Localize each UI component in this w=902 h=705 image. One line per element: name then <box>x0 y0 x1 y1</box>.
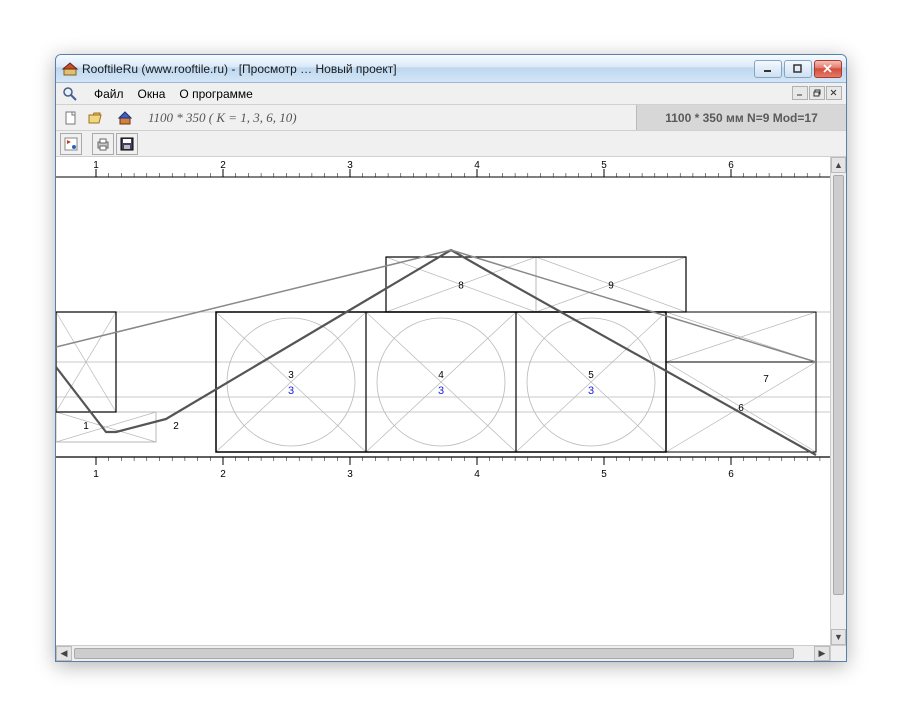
tile-size-label: 1100 * 350 ( K = 1, 3, 6, 10) <box>148 110 297 126</box>
svg-text:8: 8 <box>458 281 464 292</box>
hscroll-thumb[interactable] <box>74 648 794 659</box>
client-area: 123456123456123343536789 ▲ ▼ ◀ ▶ <box>56 157 846 661</box>
svg-text:5: 5 <box>588 370 594 381</box>
svg-text:1: 1 <box>93 160 99 171</box>
menu-about[interactable]: О программе <box>179 87 252 101</box>
svg-text:3: 3 <box>347 160 353 171</box>
svg-text:2: 2 <box>220 469 226 480</box>
menubar: Файл Окна О программе <box>56 83 846 105</box>
vertical-scrollbar[interactable]: ▲ ▼ <box>830 157 846 645</box>
scroll-left-icon[interactable]: ◀ <box>56 646 72 661</box>
scroll-down-icon[interactable]: ▼ <box>831 629 846 645</box>
svg-text:1: 1 <box>83 421 89 432</box>
close-button[interactable] <box>814 60 842 78</box>
horizontal-scrollbar[interactable]: ◀ ▶ <box>56 645 830 661</box>
print-button[interactable] <box>92 133 114 155</box>
mdi-restore-button[interactable] <box>809 86 825 100</box>
toolbar-primary: 1100 * 350 ( K = 1, 3, 6, 10) 1100 * 350… <box>56 105 846 131</box>
svg-text:2: 2 <box>173 421 179 432</box>
scroll-up-icon[interactable]: ▲ <box>831 157 846 173</box>
new-file-button[interactable] <box>60 107 82 129</box>
svg-text:3: 3 <box>588 385 594 397</box>
svg-text:4: 4 <box>438 370 444 381</box>
mdi-minimize-button[interactable] <box>792 86 808 100</box>
maximize-button[interactable] <box>784 60 812 78</box>
mdi-close-button[interactable] <box>826 86 842 100</box>
svg-text:1: 1 <box>93 469 99 480</box>
menu-file[interactable]: Файл <box>94 87 124 101</box>
toolbar-secondary <box>56 131 846 157</box>
svg-text:3: 3 <box>288 385 294 397</box>
svg-text:6: 6 <box>728 469 734 480</box>
svg-text:5: 5 <box>601 469 607 480</box>
titlebar[interactable]: RooftileRu (www.rooftile.ru) - [Просмотр… <box>56 55 846 83</box>
svg-text:3: 3 <box>288 370 294 381</box>
svg-text:4: 4 <box>474 160 480 171</box>
window-title: RooftileRu (www.rooftile.ru) - [Просмотр… <box>82 62 754 76</box>
drawing-canvas[interactable]: 123456123456123343536789 <box>56 157 830 645</box>
tile-info-label: 1100 * 350 мм N=9 Mod=17 <box>636 105 846 130</box>
scroll-right-icon[interactable]: ▶ <box>814 646 830 661</box>
app-icon <box>62 61 78 77</box>
svg-text:3: 3 <box>347 469 353 480</box>
app-window: RooftileRu (www.rooftile.ru) - [Просмотр… <box>55 54 847 662</box>
roof-diagram: 123456123456123343536789 <box>56 157 830 645</box>
scroll-corner <box>830 645 846 661</box>
svg-text:3: 3 <box>438 385 444 397</box>
save-button[interactable] <box>116 133 138 155</box>
svg-text:5: 5 <box>601 160 607 171</box>
svg-text:2: 2 <box>220 160 226 171</box>
menu-app-icon <box>62 86 78 102</box>
tool-button-1[interactable] <box>114 107 136 129</box>
minimize-button[interactable] <box>754 60 782 78</box>
tool-export-button[interactable] <box>60 133 82 155</box>
vscroll-thumb[interactable] <box>833 175 844 595</box>
svg-text:6: 6 <box>728 160 734 171</box>
svg-text:4: 4 <box>474 469 480 480</box>
svg-text:9: 9 <box>608 281 614 292</box>
open-file-button[interactable] <box>84 107 106 129</box>
menu-windows[interactable]: Окна <box>138 87 166 101</box>
svg-text:7: 7 <box>763 374 769 385</box>
